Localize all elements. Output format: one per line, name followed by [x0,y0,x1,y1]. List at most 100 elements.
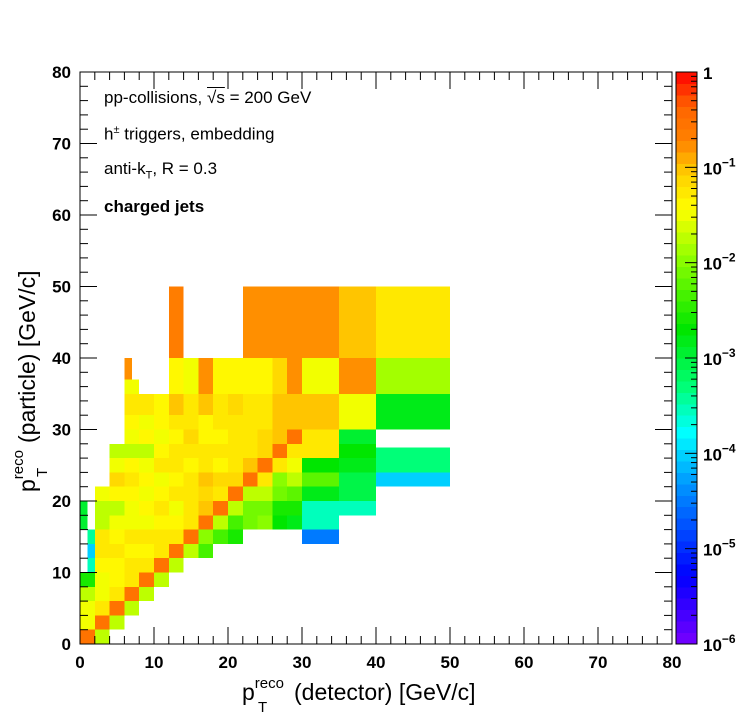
heatmap-cell [272,515,288,530]
heatmap-cell [339,393,376,430]
heatmap-cell [339,286,376,358]
heatmap-cell [287,358,302,394]
colorbar-band [676,449,697,462]
heatmap-cell [302,429,339,444]
heatmap-cell [228,529,243,544]
heatmap-cell [287,472,302,487]
heatmap-cell [339,458,376,473]
heatmap-cell [198,543,214,559]
heatmap-cell [124,379,140,394]
heatmap-cell [272,358,288,394]
heatmap-cell [94,629,110,644]
heatmap-cell [168,393,184,416]
heatmap-cell [154,443,169,459]
colorbar-band [676,277,697,290]
heatmap-cell [139,415,154,430]
y-axis-title-rest: (particle) [GeV/c] [14,270,40,443]
heatmap-cell [109,458,125,473]
heatmap-cell [339,358,376,394]
heatmap-cell [80,572,95,587]
heatmap-cell [242,429,258,444]
heatmap-cell [272,393,288,416]
colorbar-band [676,598,697,611]
heatmap-cell [287,515,302,530]
annotation-algorithm-main: anti-k [104,159,146,178]
y-tick-label: 10 [52,564,71,583]
heatmap-cell [339,486,376,501]
annotation-collisions-suffix: = 200 GeV [224,88,312,107]
heatmap-cell [228,358,243,394]
colorbar-band [676,529,697,542]
heatmap-cell [80,601,95,616]
heatmap-cell [183,515,199,530]
colorbar-tick-base: 10 [703,445,722,464]
sqrt-s-symbol: √s [207,88,225,107]
colorbar-band [676,541,697,553]
colorbar-tick-base: 10 [703,159,722,178]
heatmap-cell [242,501,258,516]
colorbar-band [676,106,697,119]
heatmap-cell [139,472,154,487]
heatmap-cell [242,286,302,358]
heatmap-cell [183,358,199,394]
heatmap-cell [124,486,140,501]
colorbar-band [676,266,697,279]
colorbar-band [676,220,697,233]
heatmap-cell [302,529,339,544]
colorbar-band [676,369,697,382]
annotation-collisions-prefix: pp-collisions, [104,88,207,107]
heatmap-cell [154,529,169,544]
colorbar-band [676,392,697,405]
heatmap-cell [94,486,110,501]
heatmap-cell [168,358,184,394]
y-tick-label: 40 [52,349,71,368]
colorbar-band [676,575,697,588]
x-tick-label: 0 [75,653,84,672]
colorbar-band [676,586,697,599]
y-axis-title: preco T (particle) [GeV/c] [10,270,51,492]
y-tick-label: 80 [52,63,71,82]
y-tick-label: 0 [62,635,71,654]
annotation-algorithm-rest: , R = 0.3 [152,159,218,178]
heatmap-cell [80,615,95,630]
colorbar-band [676,300,697,313]
heatmap-cell [124,472,140,487]
heatmap-cell [154,486,169,501]
heatmap-cell [198,472,214,487]
y-tick-label: 60 [52,206,71,225]
heatmap-cell [183,472,199,487]
colorbar-band [676,243,697,256]
colorbar-tick-exponent: −3 [722,346,736,360]
colorbar-tick-label: 10−1 [703,155,736,178]
heatmap-cell [272,458,288,473]
colorbar-band [676,83,697,96]
colorbar-band [676,472,697,485]
colorbar-band [676,209,697,222]
heatmap-cell [94,501,110,516]
heatmap-cell [94,543,110,559]
heatmap-cell [94,515,110,530]
heatmap-cell [183,443,199,459]
heatmap-cell [272,501,288,516]
heatmap-cells [80,286,450,644]
heatmap-cell [124,529,140,544]
heatmap-cell [242,458,258,473]
heatmap-cell [376,358,450,394]
heatmap-cell [198,429,214,444]
heatmap-cell [302,443,339,459]
annotation-triggers-main: h [104,124,114,144]
heatmap-cell [87,529,95,544]
heatmap-cell [302,286,339,358]
heatmap-cell [339,429,376,444]
colorbar-band [676,438,697,451]
heatmap-cell [183,393,199,416]
heatmap-cell [154,558,169,573]
x-tick-label: 60 [515,653,534,672]
heatmap-cell [168,429,184,444]
heatmap-cell [94,615,110,630]
heatmap-cell [228,486,243,501]
colorbar-tick-exponent: −1 [722,155,736,169]
colorbar-band [676,186,697,199]
heatmap-cell [257,458,273,473]
heatmap-cell [87,543,95,559]
